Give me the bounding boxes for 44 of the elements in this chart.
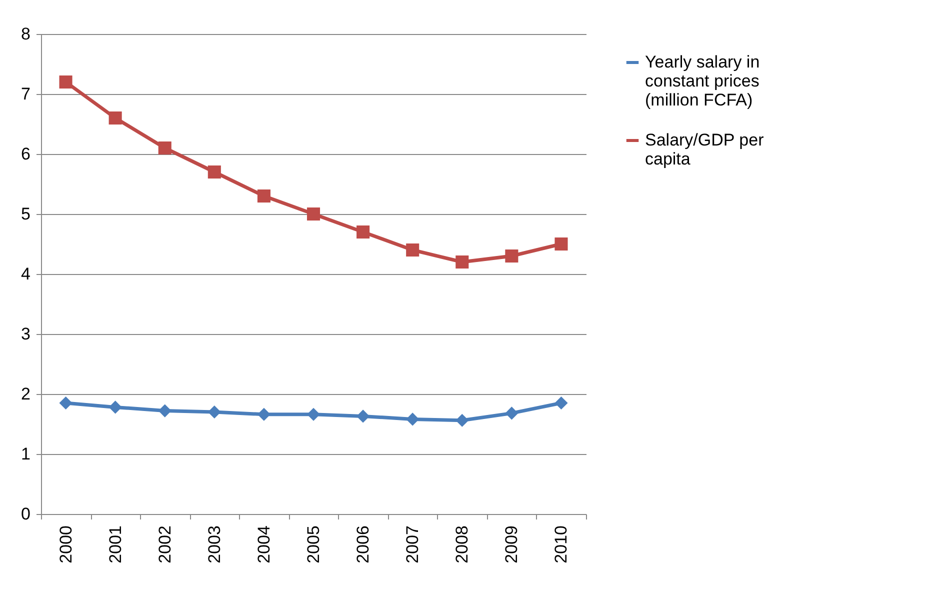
y-tick-label: 3: [21, 324, 30, 344]
x-tick-label: 2002: [155, 526, 174, 564]
point: [208, 405, 221, 419]
point: [456, 414, 469, 427]
point: [306, 207, 320, 221]
point: [59, 396, 72, 410]
legend-label: Salary/GDP per capita: [645, 130, 764, 168]
point: [158, 404, 172, 418]
x-tick-label: 2005: [304, 526, 323, 564]
point: [356, 225, 370, 239]
x-tick-label: 2008: [452, 526, 472, 564]
point: [158, 141, 172, 155]
y-tick-label: 5: [21, 204, 30, 224]
x-tick-label: 2007: [403, 526, 422, 564]
x-tick-label: 2006: [354, 526, 373, 564]
point: [257, 408, 270, 421]
y-tick-label: 6: [21, 144, 30, 164]
x-tick-label: 2004: [254, 526, 274, 564]
legend-label: Yearly salary in constant prices (million FCFA): [645, 52, 760, 110]
point: [306, 408, 320, 421]
point: [257, 189, 270, 203]
point: [456, 255, 469, 269]
x-tick-label: 2000: [56, 526, 76, 564]
point: [406, 243, 420, 257]
point: [505, 406, 518, 420]
point: [59, 75, 72, 89]
point: [356, 410, 370, 423]
y-tick-label: 8: [21, 24, 30, 44]
point: [208, 165, 221, 179]
point: [505, 249, 518, 263]
y-tick-label: 2: [21, 384, 30, 404]
x-tick-label: 2003: [204, 526, 224, 564]
point: [554, 237, 568, 251]
x-tick-label: 2010: [552, 526, 571, 564]
y-tick-label: 4: [21, 264, 30, 284]
y-tick-label: 7: [21, 84, 30, 104]
y-tick-label: 1: [21, 444, 30, 464]
point: [406, 412, 420, 426]
point: [554, 396, 568, 410]
x-tick-label: 2001: [106, 526, 125, 564]
y-tick-label: 0: [21, 504, 30, 524]
x-tick-label: 2009: [502, 526, 522, 564]
point: [108, 400, 122, 414]
point: [108, 111, 122, 125]
